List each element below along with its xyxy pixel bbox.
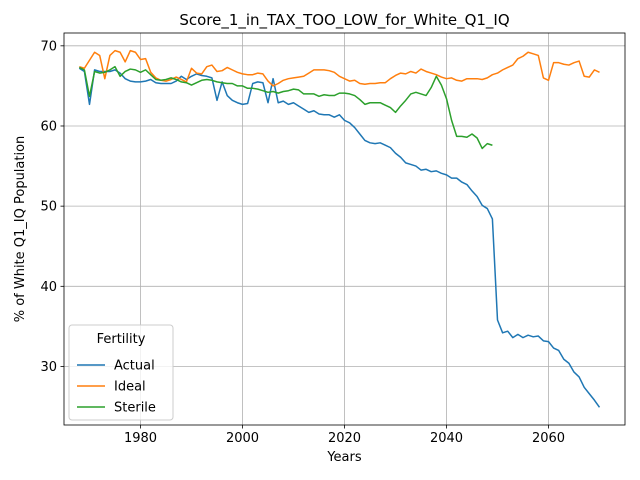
y-tick-label: 70 bbox=[40, 39, 57, 54]
x-tick-label: 2060 bbox=[532, 431, 565, 446]
y-tick-label: 60 bbox=[40, 119, 57, 134]
legend: Fertility Actual Ideal Sterile bbox=[68, 324, 174, 421]
legend-box bbox=[68, 324, 174, 421]
series-line-actual bbox=[78, 67, 601, 408]
y-axis-label: % of White Q1_IQ Population bbox=[13, 136, 28, 323]
grid bbox=[64, 33, 625, 425]
legend-title: Fertility bbox=[97, 332, 146, 347]
plot-area bbox=[78, 49, 601, 408]
x-axis: 1980 2000 2020 2040 2060 bbox=[124, 425, 565, 446]
legend-label-actual: Actual bbox=[114, 359, 155, 374]
series-line-sterile bbox=[78, 65, 493, 150]
y-tick-label: 30 bbox=[40, 360, 57, 375]
series-line-ideal bbox=[79, 49, 600, 87]
legend-label-sterile: Sterile bbox=[114, 401, 156, 416]
x-tick-label: 2000 bbox=[226, 431, 259, 446]
y-axis: 30 40 50 60 70 bbox=[40, 39, 64, 375]
y-tick-label: 40 bbox=[40, 280, 57, 295]
x-tick-label: 2020 bbox=[328, 431, 361, 446]
x-tick-label: 1980 bbox=[124, 431, 157, 446]
x-axis-label: Years bbox=[326, 450, 362, 465]
legend-label-ideal: Ideal bbox=[114, 380, 146, 395]
chart-title: Score_1_in_TAX_TOO_LOW_for_White_Q1_IQ bbox=[179, 11, 509, 30]
y-tick-label: 50 bbox=[40, 200, 57, 215]
x-tick-label: 2040 bbox=[430, 431, 463, 446]
